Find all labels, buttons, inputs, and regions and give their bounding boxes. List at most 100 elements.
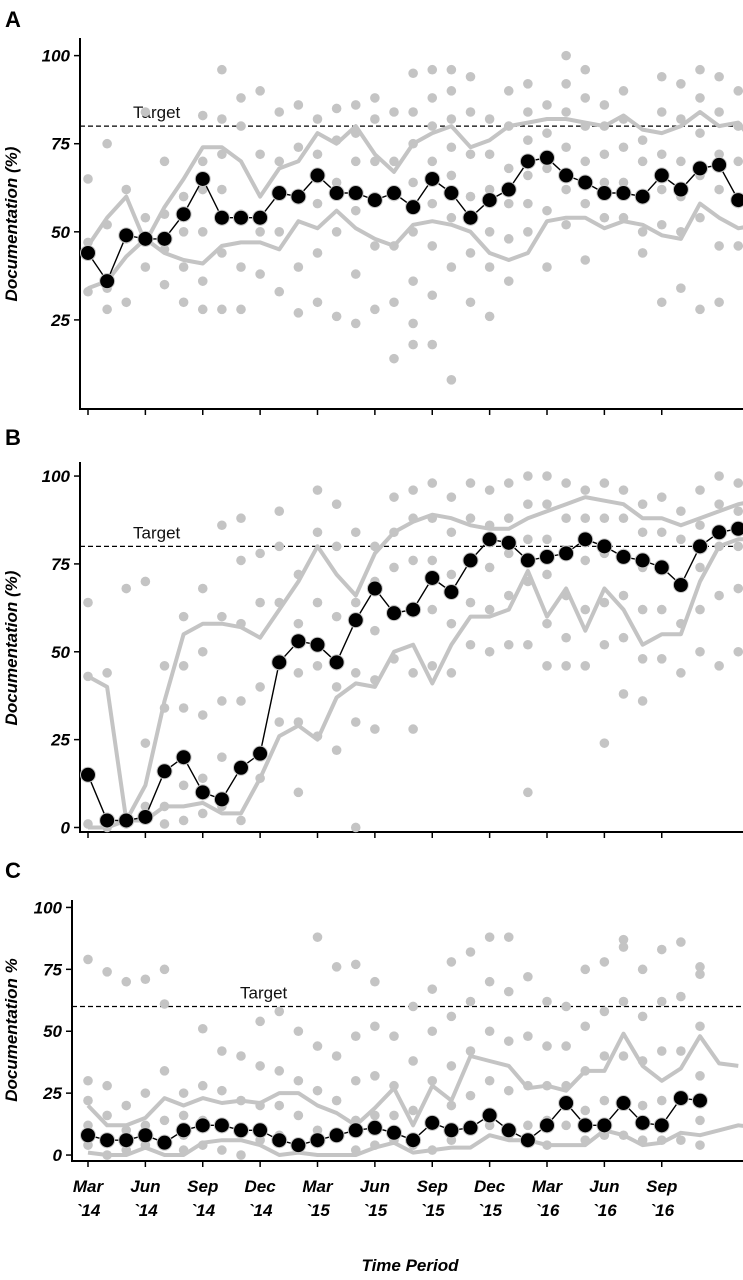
observation-point xyxy=(370,1110,380,1121)
observation-point xyxy=(714,499,724,509)
mean-point xyxy=(519,153,536,170)
observation-point xyxy=(503,986,514,997)
y-tick-label: 100 xyxy=(42,467,71,486)
observation-point xyxy=(121,976,132,987)
observation-point xyxy=(255,1061,265,1071)
observation-point xyxy=(255,597,265,608)
x-tick-label: Jun `14 xyxy=(130,1177,160,1220)
observation-point xyxy=(255,227,265,237)
observation-point xyxy=(217,1046,227,1056)
observation-point xyxy=(465,513,476,524)
observation-point xyxy=(255,149,265,160)
mean-point xyxy=(137,808,154,825)
observation-point xyxy=(542,100,552,110)
observation-point xyxy=(695,1071,705,1081)
observation-point xyxy=(542,569,552,580)
observation-point xyxy=(389,1031,399,1041)
observation-point xyxy=(523,1120,533,1131)
observation-point xyxy=(121,184,132,195)
observation-point xyxy=(733,541,743,552)
observation-point xyxy=(733,156,743,167)
observation-point xyxy=(236,93,246,103)
observation-point xyxy=(274,1066,285,1076)
observation-point xyxy=(159,1115,170,1126)
observation-point xyxy=(446,1011,457,1022)
observation-point xyxy=(350,1075,361,1086)
mean-point xyxy=(213,1117,230,1134)
observation-point xyxy=(217,149,227,160)
observation-point xyxy=(312,248,323,258)
mean-point xyxy=(558,167,575,184)
mean-point xyxy=(80,1127,96,1144)
mean-point xyxy=(80,244,96,261)
observation-point xyxy=(389,297,399,308)
observation-point xyxy=(408,1056,418,1066)
mean-point xyxy=(194,1117,211,1134)
observation-point xyxy=(542,262,552,272)
mean-point xyxy=(424,170,441,187)
observation-point xyxy=(484,562,495,573)
mean-point xyxy=(156,763,173,780)
observation-point xyxy=(293,262,304,272)
mean-point xyxy=(558,1095,575,1112)
lower-limit-line xyxy=(87,201,743,291)
observation-point xyxy=(427,478,438,488)
observation-point xyxy=(523,79,533,89)
observation-point xyxy=(484,227,495,237)
mean-point xyxy=(462,1119,479,1136)
observation-point xyxy=(446,527,457,538)
observation-point xyxy=(599,597,610,608)
mean-point xyxy=(596,185,613,202)
observation-point xyxy=(408,1105,418,1116)
observation-point xyxy=(197,583,208,594)
observation-point xyxy=(446,212,457,223)
observation-point xyxy=(312,932,323,942)
observation-point xyxy=(599,957,610,967)
mean-point xyxy=(366,192,383,209)
y-axis-title: Documentation (%) xyxy=(2,570,21,725)
observation-point xyxy=(733,646,743,657)
observation-point xyxy=(656,297,667,308)
observation-point xyxy=(676,156,686,167)
observation-point xyxy=(618,485,629,495)
observation-point xyxy=(350,959,361,970)
upper-limit-line xyxy=(86,110,743,248)
observation-point xyxy=(408,339,418,350)
observation-point xyxy=(197,227,208,237)
upper-limit-line xyxy=(86,1031,739,1128)
mean-point xyxy=(424,1114,441,1131)
observation-point xyxy=(140,107,151,117)
observation-point xyxy=(599,738,610,748)
observation-point xyxy=(159,964,170,975)
observation-point xyxy=(465,996,476,1007)
observation-point xyxy=(350,269,361,279)
mean-point xyxy=(500,534,517,551)
observation-point xyxy=(274,227,285,237)
observation-point xyxy=(561,219,571,230)
mean-point xyxy=(730,192,743,209)
observation-point xyxy=(178,191,189,202)
observation-point xyxy=(561,184,571,195)
observation-point xyxy=(465,191,476,202)
mean-point xyxy=(519,552,536,569)
observation-point xyxy=(656,604,667,615)
observation-point xyxy=(733,241,743,251)
y-tick-label: 75 xyxy=(51,135,70,154)
target-label: Target xyxy=(133,523,181,542)
observation-point xyxy=(446,170,457,181)
mean-point xyxy=(233,209,249,226)
observation-point xyxy=(580,93,591,103)
observation-point xyxy=(656,996,667,1007)
mean-point xyxy=(194,170,211,187)
observation-point xyxy=(599,639,610,650)
observation-point xyxy=(561,478,571,488)
observation-point xyxy=(599,177,610,188)
observation-point xyxy=(695,969,705,980)
observation-point xyxy=(350,822,361,833)
observation-point xyxy=(542,205,552,216)
mean-point xyxy=(405,601,422,618)
mean-point xyxy=(328,1127,345,1144)
panel-c: C 0 25 50 75 100 Documentation % Target Mar `14 Ju… xyxy=(2,858,743,1220)
observation-point xyxy=(408,1001,418,1012)
observation-point xyxy=(656,944,667,955)
